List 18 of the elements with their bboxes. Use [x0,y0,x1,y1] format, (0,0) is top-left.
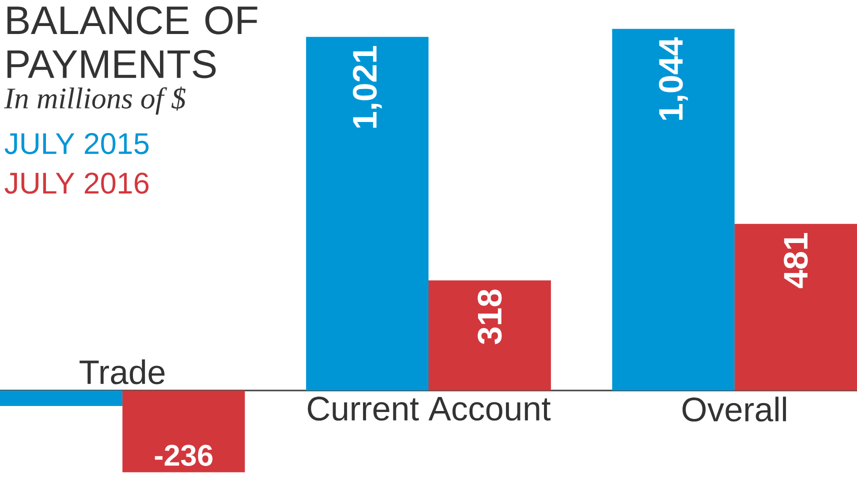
bar [306,36,429,390]
text: JULY 2016 [4,172,149,194]
bar [0,390,122,406]
x-tick-label: Current Account [308,396,551,421]
x-tick-label: Trade [80,359,165,384]
data-label: -236 [154,444,212,466]
chart-title: BALANCE OF PAYMENTS [7,6,258,78]
text: In millions of $ [4,86,186,115]
data-label: 1,044 [658,37,688,120]
data-label: 318 [478,290,502,344]
bar [612,28,735,390]
bar [428,280,551,390]
bar [122,390,245,472]
data-label: 481 [784,233,808,288]
x-tick-label: Overall [682,396,786,422]
text: JULY 2015 [4,133,149,154]
bar [734,224,857,390]
data-label: 1,021 [352,46,382,128]
